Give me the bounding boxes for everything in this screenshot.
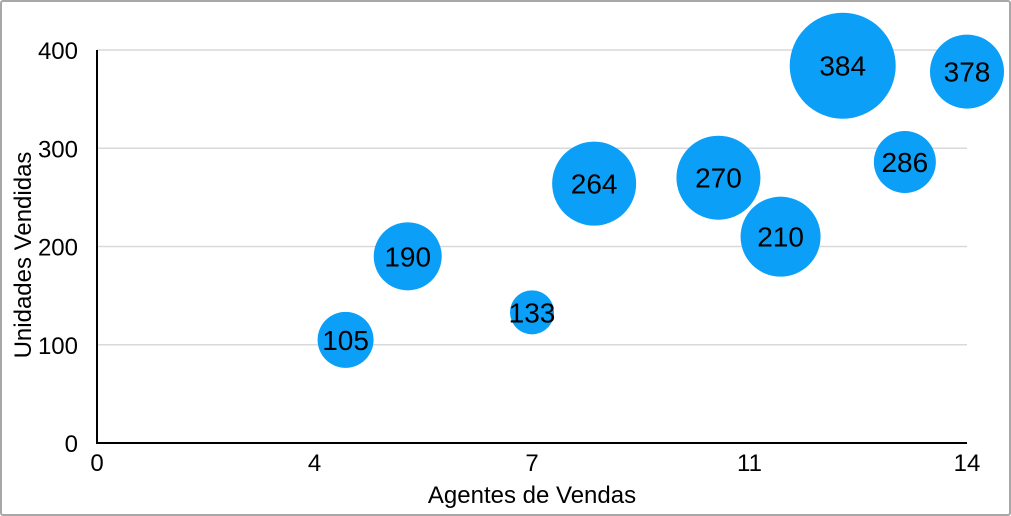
y-tick-label-400: 400 [38, 38, 78, 65]
x-tick-label-14: 14 [954, 450, 981, 477]
bubble-264 [552, 141, 637, 226]
y-tick-label-0: 0 [65, 431, 78, 458]
x-tick-label-7: 7 [525, 450, 538, 477]
bubble-270 [676, 135, 761, 220]
x-tick-label-0: 0 [90, 450, 103, 477]
bubble-label-384: 384 [819, 51, 866, 82]
bubble-384 [789, 12, 896, 119]
bubble-105 [317, 311, 374, 368]
bubble-133 [510, 290, 554, 335]
bubble-label-286: 286 [881, 147, 928, 178]
bubble-label-190: 190 [384, 241, 431, 272]
bubble-label-264: 264 [571, 169, 618, 200]
x-tick-label-4: 4 [308, 450, 321, 477]
x-axis-title: Agentes de Vendas [428, 482, 636, 509]
bubble-210 [740, 196, 821, 277]
bubble-378 [930, 34, 1004, 109]
tick-labels-group: 0 100 200 300 400 0 4 7 11 14 [38, 38, 980, 477]
bubble-label-133: 133 [509, 297, 556, 328]
x-tick-label-11: 11 [737, 450, 762, 477]
y-axis-title: Unidades Vendidas [10, 152, 37, 359]
y-tick-label-300: 300 [38, 136, 78, 163]
bubble-190 [373, 222, 442, 291]
bubble-label-270: 270 [695, 163, 742, 194]
y-tick-label-100: 100 [38, 333, 78, 360]
bubble-label-210: 210 [757, 222, 804, 253]
bubble-label-378: 378 [944, 57, 991, 88]
bubbles-group: 105 190 133 264 270 210 384 286 378 [317, 12, 1004, 368]
bubble-286 [873, 131, 936, 194]
bubble-label-105: 105 [322, 325, 369, 356]
axis-lines-group [96, 50, 967, 444]
y-tick-label-200: 200 [38, 235, 78, 262]
